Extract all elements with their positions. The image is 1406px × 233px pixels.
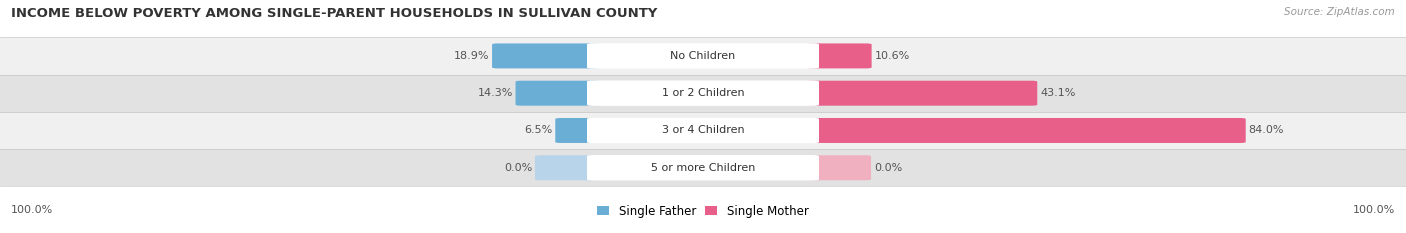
Text: 100.0%: 100.0% <box>11 205 53 215</box>
FancyBboxPatch shape <box>588 118 818 143</box>
Text: No Children: No Children <box>671 51 735 61</box>
Text: 3 or 4 Children: 3 or 4 Children <box>662 126 744 135</box>
Text: 14.3%: 14.3% <box>478 88 513 98</box>
Text: 10.6%: 10.6% <box>875 51 910 61</box>
FancyBboxPatch shape <box>807 81 1038 106</box>
Bar <box>0 37 1406 75</box>
Bar <box>0 112 1406 149</box>
Text: 84.0%: 84.0% <box>1249 126 1284 135</box>
Text: 0.0%: 0.0% <box>503 163 533 173</box>
FancyBboxPatch shape <box>492 43 599 69</box>
Text: 100.0%: 100.0% <box>1353 205 1395 215</box>
Text: 6.5%: 6.5% <box>524 126 553 135</box>
Text: 0.0%: 0.0% <box>875 163 903 173</box>
Text: 43.1%: 43.1% <box>1040 88 1076 98</box>
FancyBboxPatch shape <box>516 81 599 106</box>
Text: 5 or more Children: 5 or more Children <box>651 163 755 173</box>
Text: 1 or 2 Children: 1 or 2 Children <box>662 88 744 98</box>
FancyBboxPatch shape <box>555 118 599 143</box>
Text: 18.9%: 18.9% <box>454 51 489 61</box>
Bar <box>0 149 1406 186</box>
FancyBboxPatch shape <box>807 43 872 69</box>
FancyBboxPatch shape <box>588 80 818 106</box>
Text: Source: ZipAtlas.com: Source: ZipAtlas.com <box>1284 7 1395 17</box>
FancyBboxPatch shape <box>807 118 1246 143</box>
Bar <box>0 75 1406 112</box>
FancyBboxPatch shape <box>588 43 818 69</box>
FancyBboxPatch shape <box>536 155 599 180</box>
Text: INCOME BELOW POVERTY AMONG SINGLE-PARENT HOUSEHOLDS IN SULLIVAN COUNTY: INCOME BELOW POVERTY AMONG SINGLE-PARENT… <box>11 7 658 20</box>
FancyBboxPatch shape <box>807 155 872 180</box>
Legend: Single Father, Single Mother: Single Father, Single Mother <box>593 200 813 223</box>
FancyBboxPatch shape <box>588 155 818 181</box>
